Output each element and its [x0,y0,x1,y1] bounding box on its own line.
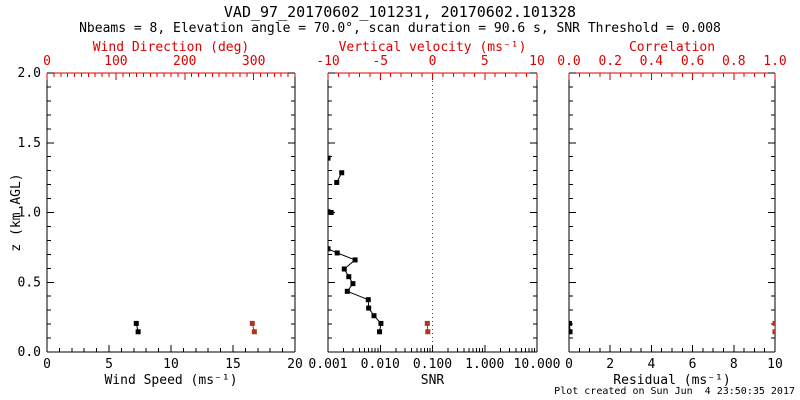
axis-text: 6 [689,357,697,372]
vertical-velocity-point [424,320,430,326]
axis-text: 1.0 [18,206,41,221]
snr-profile-point [346,274,352,280]
axis-text: 0.010 [361,357,400,372]
axis-text: 0.001 [308,357,347,372]
axis-text: 300 [242,54,265,69]
vertical-velocity [424,320,431,335]
axis-text: Wind Direction (deg) [93,40,250,55]
snr-profile-point [371,313,377,319]
axis-text: Residual (ms⁻¹) [613,373,730,388]
plot-credit: Plot created on Sun Jun 4 23:50:35 2017 [554,386,795,397]
wind-panel: 0.0 0.5 1.0 1.5 2.0 z (km AGL) 0 5 10 15 20 Wind Sp… [9,40,303,388]
residual-point [569,320,572,326]
wind-speed-point [133,320,139,326]
snr-profile-point [366,305,372,311]
snr-profile [328,155,384,335]
axis-text: 0.5 [18,275,41,290]
axis-text: 2 [606,357,614,372]
axis-text: 0.4 [640,54,664,69]
axis-text: z (km AGL) [9,173,24,251]
residual-point [569,329,573,335]
snr-profile-point [328,155,331,161]
axis-text: 0 [429,54,437,69]
snr-profile-point [334,180,340,186]
snr-profile-point [378,320,384,326]
axis-text: 0.0 [18,345,41,360]
axis-text: 5 [105,357,113,372]
residual [569,320,573,335]
axis-text: 0 [43,357,51,372]
axis-text: 0.0 [557,54,580,69]
axis-text: 1.0 [763,54,786,69]
axis-text: 10 [529,54,545,69]
axis-text: 2.0 [18,66,41,81]
axis-text: 15 [225,357,241,372]
axis-text: 0 [43,54,51,69]
wind-speed-point [135,329,141,335]
snr-profile-point [350,281,356,287]
wind-direction-point [249,320,255,326]
axis-text: 1.000 [465,357,504,372]
axis-text: 100 [104,54,127,69]
axis-text: 0.6 [681,54,704,69]
axis-text: Wind Speed (ms⁻¹) [104,373,237,388]
axis-text: 10 [767,357,783,372]
axis-text: 0 [565,357,573,372]
axis-text: 200 [173,54,196,69]
wind-direction-point [251,329,257,335]
snr-profile-point [328,246,331,252]
snr-profile-point [352,257,358,263]
axis-text: 0.2 [598,54,621,69]
vertical-velocity-point [425,329,431,335]
snr-panel: 0.001 0.010 0.100 1.000 10.000 SNR -10 -5 0 5 10Ve… [308,40,560,388]
axis-text: 10 [163,357,179,372]
axis-text: Correlation [629,40,715,55]
axis-text: 5 [481,54,489,69]
axis-text: -5 [372,54,388,69]
axis-text: 0.8 [722,54,745,69]
snr-profile-point [341,266,347,272]
snr-profile-point [377,329,383,335]
axis-text: 4 [647,357,655,372]
correlation-point [772,329,775,335]
axis-text: 1.5 [18,136,41,151]
snr-profile-point [328,210,334,215]
axis-text: 20 [287,357,303,372]
wind-direction [249,320,257,335]
axis-text: 0.100 [413,357,452,372]
correlation-point [772,320,775,326]
axis-text: SNR [421,373,445,388]
snr-profile-point [334,250,340,256]
axis-text: 10.000 [514,357,561,372]
axis-text: -10 [316,54,339,69]
correlation [772,320,775,335]
residual-panel: 0 2 4 6 8 10 Residual (ms⁻¹) 0.0 0.2 0.4 0.6 0.8 1.0… [557,40,786,388]
wind-speed [133,320,141,335]
plot-title: VAD_97_20170602_101231, 20170602.101328 [223,3,577,21]
snr-profile-point [365,297,371,303]
plot-subtitle: Nbeams = 8, Elevation angle = 70.0°, sca… [79,21,721,36]
axis-text: 8 [730,357,738,372]
axis-text: Vertical velocity (ms⁻¹) [339,40,527,55]
snr-profile-point [339,170,345,176]
snr-profile-point [344,288,350,294]
